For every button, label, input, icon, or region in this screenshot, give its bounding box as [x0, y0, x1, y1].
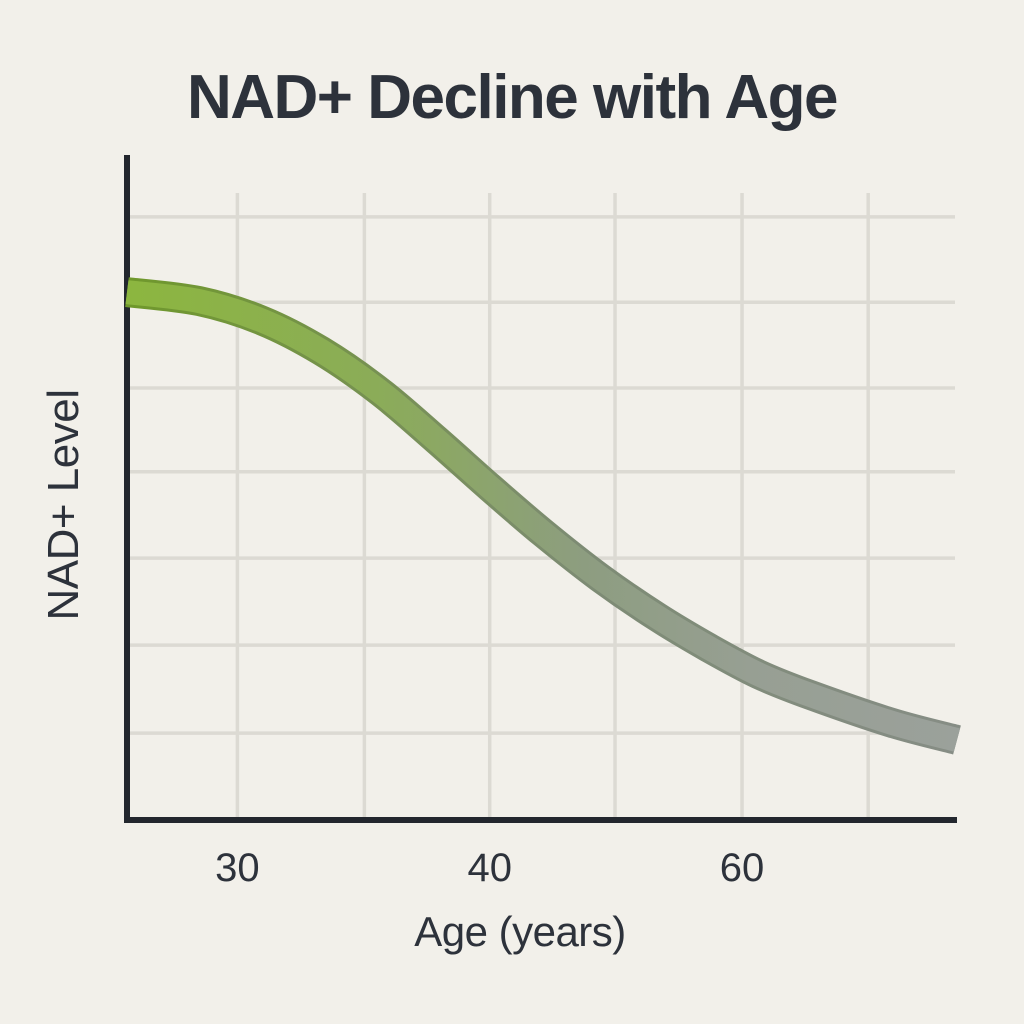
chart-title: NAD+ Decline with Age — [186, 63, 839, 132]
x-axis-label: Age (years) — [414, 908, 626, 955]
x-tick-60: 60 — [719, 846, 765, 890]
y-axis-label: NAD+ Level — [39, 389, 88, 621]
x-tick-40: 40 — [467, 846, 512, 890]
x-tick-30: 30 — [215, 846, 260, 890]
